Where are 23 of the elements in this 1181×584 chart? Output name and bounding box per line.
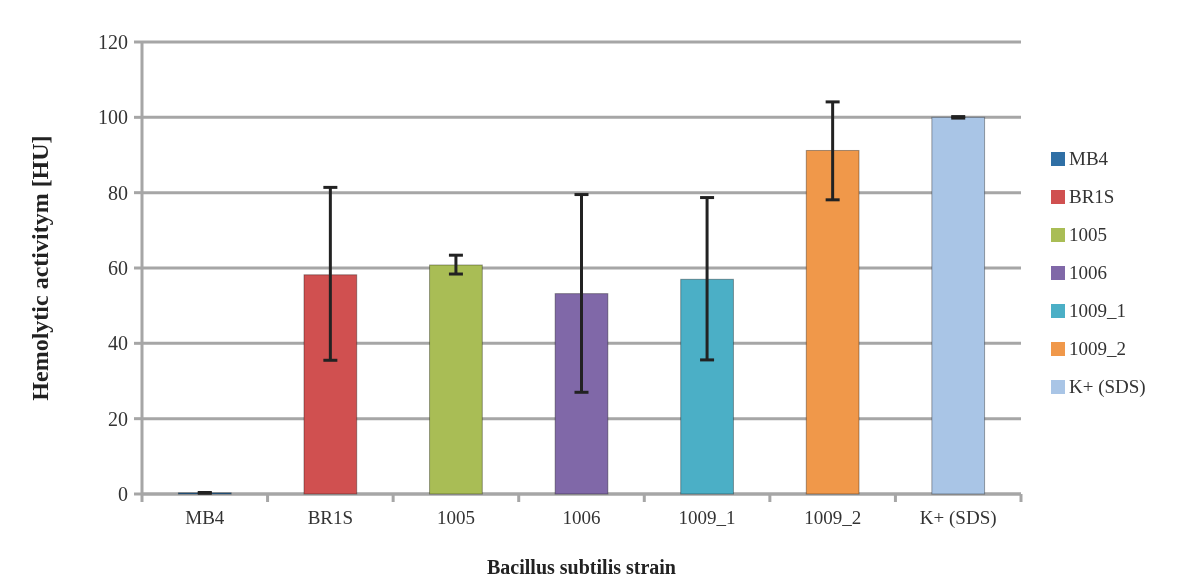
legend-label: 1009_2 (1069, 338, 1126, 359)
y-tick-label: 20 (108, 407, 128, 430)
x-tick-label: BR1S (307, 507, 354, 528)
x-tick-label: 1006 (562, 507, 601, 528)
x-tick-label: 1005 (436, 507, 475, 528)
x-tick-label: K+ (SDS) (919, 507, 997, 529)
x-tick-label: MB4 (185, 507, 225, 528)
legend-label: 1006 (1069, 262, 1107, 283)
y-tick-label: 60 (108, 257, 128, 279)
legend-label: 1009_1 (1069, 300, 1126, 321)
x-axis-title: Bacillus subtilis strain (487, 556, 676, 578)
y-tick-label: 100 (98, 106, 128, 129)
y-tick-label: 80 (108, 181, 128, 204)
y-tick-label: 120 (98, 31, 128, 53)
y-tick-label: 0 (118, 483, 128, 505)
legend-label: 1005 (1069, 224, 1107, 245)
y-axis-title: Hemolytic activitym [HU] (27, 135, 53, 401)
x-tick-label: 1009_1 (678, 507, 736, 528)
legend-label: MB4 (1069, 148, 1109, 169)
x-tick-label: 1009_2 (804, 507, 862, 528)
legend-label: BR1S (1069, 186, 1115, 207)
y-tick-label: 40 (108, 332, 128, 355)
legend-label: K+ (SDS) (1069, 376, 1146, 398)
